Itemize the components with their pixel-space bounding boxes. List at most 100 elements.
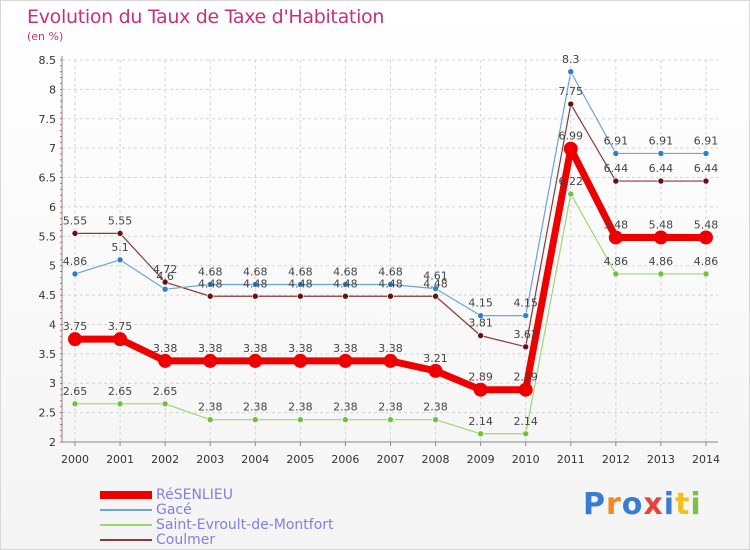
data-label: 4.68 xyxy=(243,265,268,278)
data-point xyxy=(71,230,79,237)
data-label: 2.38 xyxy=(288,401,313,414)
x-tick-label: 2002 xyxy=(151,453,179,466)
data-label: 2.14 xyxy=(468,415,493,428)
data-point xyxy=(522,312,530,319)
data-label: 4.61 xyxy=(423,270,448,283)
y-tick-label: 5.5 xyxy=(39,230,57,243)
data-point xyxy=(297,292,304,300)
logo-letter: o xyxy=(621,487,644,522)
data-point xyxy=(698,230,713,245)
data-point xyxy=(387,281,394,288)
data-label: 4.86 xyxy=(604,255,629,268)
data-point xyxy=(612,177,620,185)
data-label: 5.48 xyxy=(649,218,674,231)
data-label: 3.62 xyxy=(513,328,538,341)
data-point xyxy=(657,150,665,157)
data-point xyxy=(518,382,533,397)
legend-item: Gacé xyxy=(100,503,192,517)
x-tick-label: 2014 xyxy=(692,453,720,466)
y-tick-label: 4.5 xyxy=(39,289,57,302)
data-label: 3.38 xyxy=(288,342,313,355)
data-point xyxy=(251,292,259,300)
x-tick-label: 2012 xyxy=(602,453,630,466)
logo-letter: r xyxy=(606,487,622,522)
data-label: 4.72 xyxy=(153,263,178,276)
data-label: 4.48 xyxy=(243,277,268,290)
data-point xyxy=(428,363,443,378)
data-label: 6.22 xyxy=(559,175,584,188)
data-point xyxy=(206,292,214,300)
data-point xyxy=(477,430,484,438)
data-point xyxy=(161,400,169,408)
data-label: 7.75 xyxy=(559,85,584,98)
data-point xyxy=(477,332,484,339)
data-label: 3.38 xyxy=(198,342,223,355)
data-point xyxy=(297,281,304,288)
data-label: 4.86 xyxy=(649,255,674,268)
data-point xyxy=(702,150,710,157)
data-point xyxy=(567,68,575,76)
data-label: 6.44 xyxy=(694,162,719,175)
data-point xyxy=(432,416,439,423)
data-label: 4.48 xyxy=(333,277,358,290)
data-label: 4.48 xyxy=(423,277,448,290)
data-point xyxy=(297,416,304,423)
data-point xyxy=(477,312,484,319)
y-tick-label: 6.5 xyxy=(39,172,57,185)
data-label: 4.15 xyxy=(468,297,493,310)
data-point xyxy=(251,416,259,423)
data-point xyxy=(522,343,530,351)
data-point xyxy=(702,177,710,185)
data-point xyxy=(206,281,214,288)
data-point xyxy=(387,416,394,423)
data-point xyxy=(293,353,308,368)
x-tick-label: 2008 xyxy=(422,453,450,466)
data-point xyxy=(608,230,623,245)
data-label: 3.38 xyxy=(243,342,268,355)
data-label: 6.44 xyxy=(649,162,674,175)
chart-title: Evolution du Taux de Taxe d'Habitation xyxy=(27,6,385,28)
data-label: 3.38 xyxy=(333,342,358,355)
data-label: 5.1 xyxy=(111,241,129,254)
data-label: 4.15 xyxy=(513,297,538,310)
data-label: 6.99 xyxy=(559,130,584,143)
data-label: 2.65 xyxy=(63,385,88,398)
data-point xyxy=(612,150,620,157)
data-point xyxy=(612,270,620,278)
chart-subtitle: (en %) xyxy=(27,30,64,43)
x-tick-label: 2003 xyxy=(196,453,224,466)
logo-letter: x xyxy=(643,487,664,522)
data-point xyxy=(657,270,665,278)
data-label: 4.48 xyxy=(198,277,223,290)
data-label: 3.21 xyxy=(423,352,448,365)
logo-letter: i xyxy=(690,487,702,522)
logo-letter: P xyxy=(583,487,606,522)
y-tick-label: 3.5 xyxy=(39,348,57,361)
data-label: 4.86 xyxy=(63,255,88,268)
x-tick-label: 2011 xyxy=(557,453,585,466)
data-label: 6.91 xyxy=(604,134,629,147)
data-label: 3.38 xyxy=(153,342,178,355)
legend-item: RéSENLIEU xyxy=(100,488,233,502)
data-point xyxy=(116,400,124,408)
x-tick-label: 2007 xyxy=(376,453,404,466)
legend-label: Coulmer xyxy=(156,532,216,548)
data-point xyxy=(383,353,398,368)
data-point xyxy=(522,430,530,438)
data-label: 3.75 xyxy=(63,320,88,333)
legend-item: Coulmer xyxy=(100,533,215,547)
data-point xyxy=(653,230,668,245)
x-tick-label: 2013 xyxy=(647,453,675,466)
data-point xyxy=(342,416,349,423)
x-tick-label: 2010 xyxy=(512,453,540,466)
legend-swatch xyxy=(100,491,152,499)
data-label: 3.75 xyxy=(108,320,133,333)
data-point xyxy=(161,285,169,293)
y-tick-label: 8.5 xyxy=(39,54,57,67)
x-tick-label: 2000 xyxy=(61,453,89,466)
legend-swatch xyxy=(100,539,152,541)
data-label: 2.65 xyxy=(153,385,178,398)
x-tick-label: 2005 xyxy=(286,453,314,466)
data-label: 5.55 xyxy=(108,214,133,227)
data-label: 2.14 xyxy=(513,415,538,428)
